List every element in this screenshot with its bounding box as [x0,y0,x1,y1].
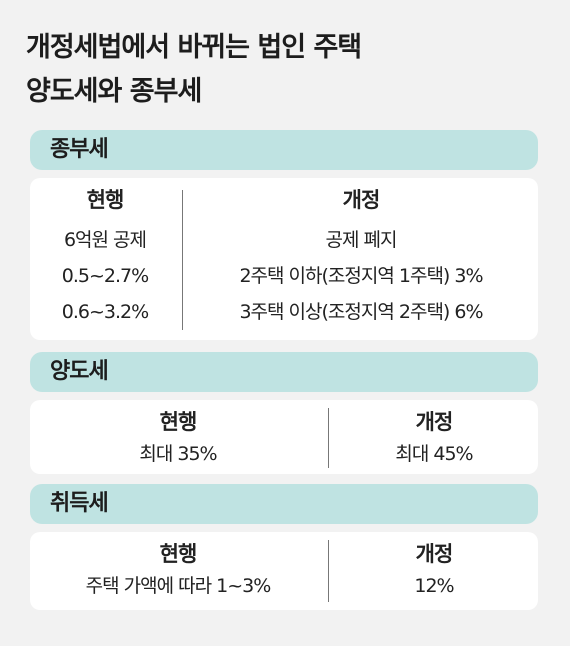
revised-header: 개정 [342,188,381,212]
column-divider [328,540,329,602]
revised-value: 12% [414,575,454,597]
current-value: 6억원 공제 [63,229,147,251]
column-divider [182,190,183,330]
current-value: 주택 가액에 따라 1~3% [85,575,272,597]
title-line-1: 개정세법에서 바뀌는 법인 주택 [26,32,362,63]
current-header: 현행 [159,410,198,434]
revised-header: 개정 [415,410,454,434]
panel-comprehensive-property-tax: 현행 개정 6억원 공제 0.5~2.7% 0.6~3.2% 공제 폐지 2주택… [30,178,538,340]
current-header: 현행 [86,188,125,212]
panel-capital-gains-tax: 현행 개정 최대 35% 최대 45% [30,400,538,474]
revised-header: 개정 [415,542,454,566]
revised-value: 3주택 이상(조정지역 2주택) 6% [239,301,483,323]
column-divider [328,408,329,468]
current-value: 0.5~2.7% [61,265,149,287]
panel-acquisition-tax: 현행 개정 주택 가액에 따라 1~3% 12% [30,532,538,610]
section-header-capital-gains-tax: 양도세 [30,352,538,392]
revised-value: 최대 45% [395,443,473,465]
section-header-comprehensive-property-tax: 종부세 [30,130,538,170]
current-header: 현행 [159,542,198,566]
revised-value: 2주택 이하(조정지역 1주택) 3% [239,265,483,287]
current-value: 최대 35% [139,443,217,465]
revised-value: 공제 폐지 [325,229,398,251]
section-header-acquisition-tax: 취득세 [30,484,538,524]
current-value: 0.6~3.2% [61,301,149,323]
title-line-2: 양도세와 종부세 [26,76,202,107]
page-title: 개정세법에서 바뀌는 법인 주택 양도세와 종부세 [26,26,362,114]
